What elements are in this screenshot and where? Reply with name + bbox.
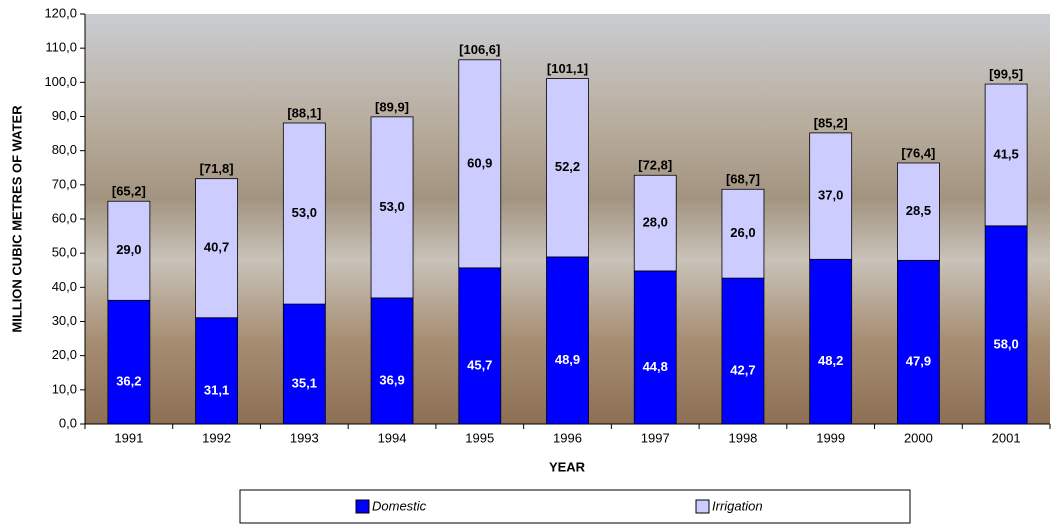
bar-segment [370, 297, 414, 425]
legend-swatch [695, 499, 710, 514]
data-label: 58,0 [993, 336, 1018, 351]
bar-segment [721, 188, 765, 279]
total-label: [72,8] [638, 158, 672, 173]
x-tick-label: 1996 [553, 430, 582, 445]
total-label: [76,4] [901, 145, 935, 160]
x-tick-label: 1999 [816, 430, 845, 445]
bar-segment [546, 78, 589, 258]
legend-box [239, 489, 911, 524]
y-tick-label: 20,0 [52, 347, 77, 362]
y-tick-label: 90,0 [52, 108, 77, 123]
legend-label: Domestic [372, 498, 427, 513]
data-label: 29,0 [116, 242, 141, 257]
y-tick-label: 0,0 [59, 415, 77, 430]
total-label: [85,2] [814, 115, 848, 130]
data-label: 47,9 [906, 354, 931, 369]
bar-segment [897, 259, 940, 425]
bar-segment [370, 116, 414, 299]
bar-segment [721, 277, 765, 425]
total-label: [88,1] [287, 105, 321, 120]
y-tick-label: 30,0 [52, 313, 77, 328]
total-label: [99,5] [989, 66, 1023, 81]
bar-segment [107, 299, 151, 425]
bar-segment [809, 258, 853, 425]
total-label: [68,7] [726, 172, 760, 187]
bar-segment [984, 225, 1028, 425]
data-label: 53,0 [379, 199, 404, 214]
bar-segment [458, 59, 502, 269]
bar-segment [633, 270, 677, 425]
data-label: 36,2 [116, 374, 141, 389]
x-tick-label: 1994 [378, 430, 407, 445]
x-tick-label: 1995 [465, 430, 494, 445]
total-label: [106,6] [459, 42, 500, 57]
data-label: 26,0 [730, 225, 755, 240]
legend-label: Irrigation [712, 498, 763, 513]
bar-segment [107, 200, 151, 301]
total-label: [101,1] [547, 61, 588, 76]
x-tick-label: 1992 [202, 430, 231, 445]
bar-segment [546, 256, 589, 425]
x-tick-label: 2000 [904, 430, 933, 445]
data-label: 31,1 [204, 382, 229, 397]
bar-segment [282, 122, 326, 305]
x-tick-label: 1997 [641, 430, 670, 445]
data-label: 42,7 [730, 362, 755, 377]
x-tick-label: 1991 [114, 430, 143, 445]
data-label: 52,2 [555, 159, 580, 174]
data-label: 35,1 [292, 375, 317, 390]
y-tick-label: 40,0 [52, 279, 77, 294]
bar-segment [809, 132, 853, 260]
x-tick-label: 1993 [290, 430, 319, 445]
y-tick-label: 120,0 [44, 5, 77, 20]
bar-segment [984, 83, 1028, 227]
data-label: 44,8 [643, 359, 668, 374]
data-label: 60,9 [467, 155, 492, 170]
data-label: 28,5 [906, 203, 931, 218]
legend-swatch [355, 499, 370, 514]
data-label: 48,9 [555, 352, 580, 367]
data-label: 36,9 [379, 372, 404, 387]
y-axis-title: MILLION CUBIC METRES OF WATER [9, 105, 24, 333]
bar-segment [195, 178, 238, 319]
bar-segment [282, 303, 326, 425]
data-label: 53,0 [292, 205, 317, 220]
y-tick-label: 100,0 [44, 74, 77, 89]
data-label: 40,7 [204, 240, 229, 255]
x-tick-label: 1998 [728, 430, 757, 445]
data-label: 48,2 [818, 353, 843, 368]
data-label: 45,7 [467, 357, 492, 372]
total-label: [65,2] [112, 184, 146, 199]
bar-segment [897, 162, 940, 261]
y-tick-label: 110,0 [45, 40, 77, 55]
x-tick-label: 2001 [992, 430, 1021, 445]
data-label: 37,0 [818, 188, 843, 203]
bar-segment [633, 174, 677, 272]
x-axis-title: YEAR [549, 459, 586, 474]
data-label: 28,0 [643, 215, 668, 230]
total-label: [71,8] [200, 161, 234, 176]
bar-segment [195, 317, 238, 425]
y-tick-label: 60,0 [52, 210, 77, 225]
bar-segment [458, 267, 502, 425]
y-tick-label: 80,0 [52, 142, 77, 157]
y-tick-label: 10,0 [52, 381, 77, 396]
y-tick-label: 50,0 [52, 245, 77, 260]
total-label: [89,9] [375, 99, 409, 114]
y-tick-label: 70,0 [52, 176, 77, 191]
data-label: 41,5 [993, 146, 1018, 161]
